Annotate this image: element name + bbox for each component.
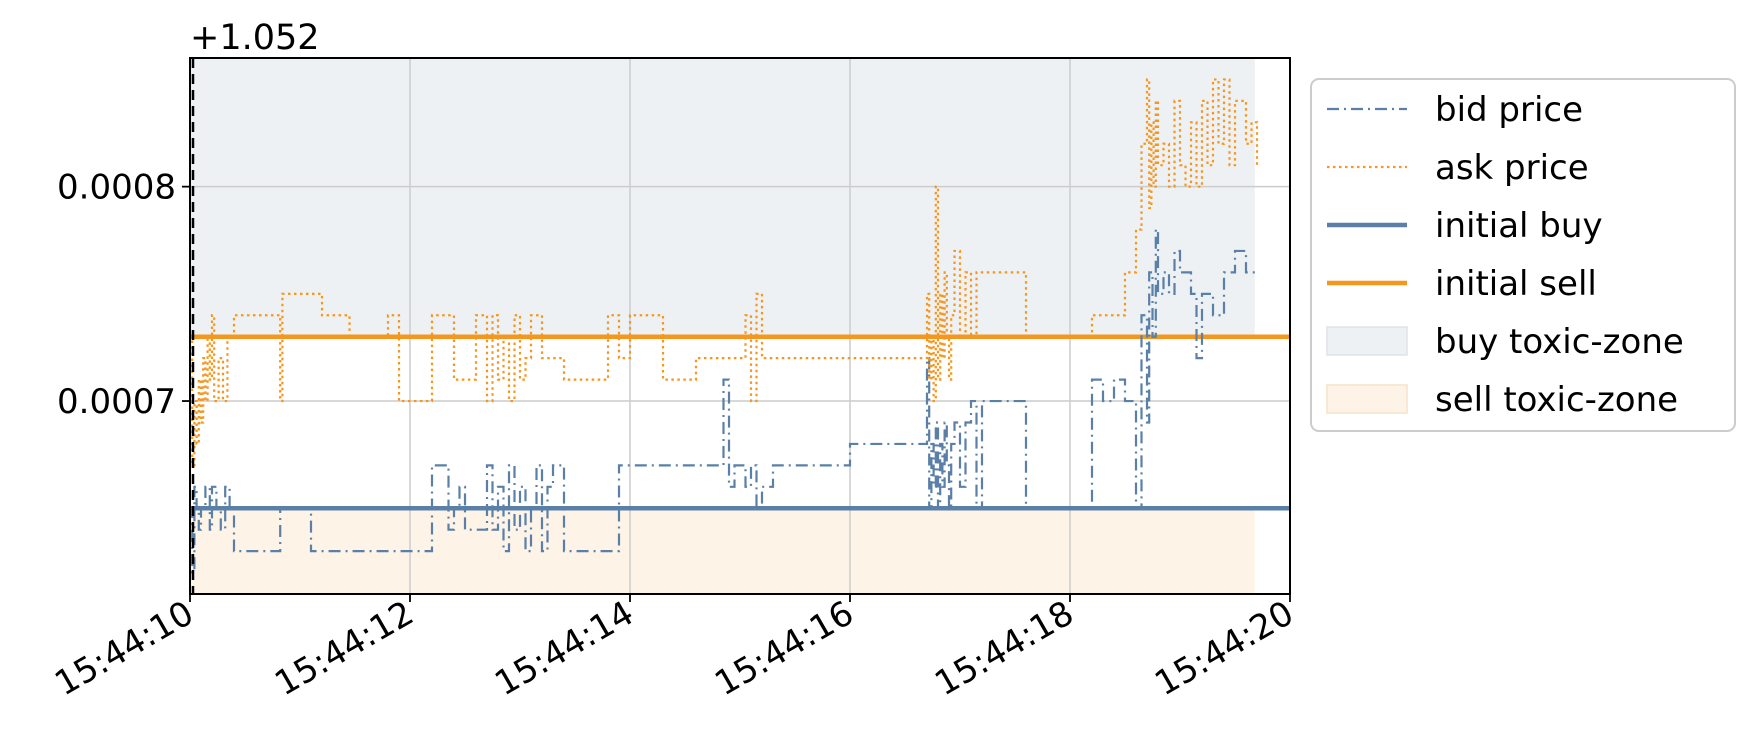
legend-item-buy-toxic-zone: buy toxic-zone: [1326, 322, 1684, 362]
legend-box: [1310, 78, 1736, 432]
series-layer: [190, 78, 1290, 574]
toxic-zones-layer: [190, 58, 1255, 594]
legend-label: sell toxic-zone: [1435, 380, 1678, 420]
legend-label: bid price: [1435, 90, 1583, 130]
legend-swatch: [1326, 384, 1408, 414]
y-tick-label: 0.0008: [57, 168, 176, 208]
y-offset-label: +1.052: [190, 18, 320, 58]
legend-item-initial-sell: initial sell: [1327, 264, 1597, 304]
plot-frame: [189, 57, 1291, 595]
legend-label: initial buy: [1435, 206, 1603, 246]
legend: bid price ask price initial buy initial sel…: [1310, 78, 1736, 432]
legend-item-sell-toxic-zone: sell toxic-zone: [1326, 380, 1678, 420]
y-tick-label: 0.0007: [57, 382, 176, 422]
ask-price-line: [190, 78, 1259, 467]
buy-toxic-zone-area: [190, 58, 1255, 337]
legend-label: buy toxic-zone: [1435, 322, 1684, 362]
legend-label: ask price: [1435, 148, 1589, 188]
legend-label: initial sell: [1435, 264, 1597, 304]
legend-item-bid-price: bid price: [1327, 90, 1583, 130]
legend-item-ask-price: ask price: [1327, 148, 1589, 188]
sell-toxic-zone-area: [190, 508, 1255, 594]
legend-item-initial-buy: initial buy: [1327, 206, 1603, 246]
bid-price-line: [190, 228, 1257, 574]
legend-swatch: [1326, 326, 1408, 356]
